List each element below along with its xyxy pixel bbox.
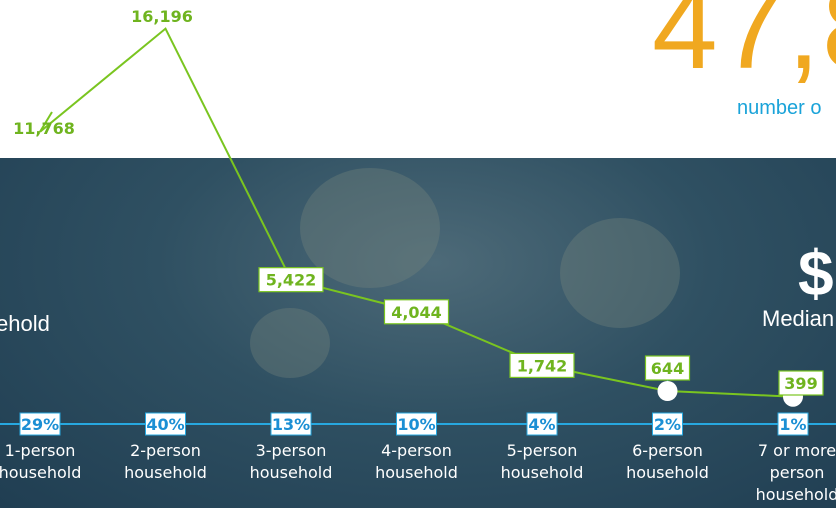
count-label-box — [258, 267, 324, 293]
count-point: 399 — [778, 370, 824, 407]
percent-point: 10% — [396, 412, 437, 436]
headline-number: 47,8 — [652, 0, 836, 94]
percent-point: 29% — [19, 412, 61, 436]
category-label: 6-person household — [626, 441, 709, 482]
percent-label-box — [652, 412, 683, 436]
count-point: 4,044 — [383, 299, 450, 325]
count-series-line — [39, 27, 794, 398]
count-label: 16,196 — [131, 7, 193, 26]
headline-caption: number o — [737, 97, 822, 119]
category-label: 7 or more person household — [756, 441, 836, 504]
count-label: 644 — [651, 359, 684, 378]
count-label-box — [644, 355, 691, 381]
percent-label: 13% — [272, 415, 310, 434]
count-marker — [657, 380, 678, 401]
count-label-box — [509, 352, 575, 379]
percent-point: 40% — [145, 412, 186, 436]
percent-point: 4% — [526, 412, 558, 436]
category-label: 4-person household — [375, 441, 458, 482]
percent-label-box — [270, 412, 312, 436]
tree-shape — [560, 218, 680, 328]
percent-label-box — [526, 412, 558, 436]
percent-label: 2% — [654, 415, 681, 434]
median-label: Median — [762, 306, 835, 331]
percent-label-box — [396, 412, 437, 436]
count-label: 1,742 — [517, 356, 568, 375]
count-point: 1,742 — [509, 352, 575, 379]
count-label: 4,044 — [391, 303, 442, 322]
category-label: 1-person household — [0, 441, 81, 482]
count-point: 644 — [644, 355, 691, 401]
count-point: 5,422 — [258, 267, 324, 293]
dollar-symbol: $ — [798, 237, 834, 309]
category-label: 5-person household — [501, 441, 584, 482]
count-label: 399 — [784, 374, 817, 393]
count-label-box — [383, 299, 450, 325]
percent-point: 1% — [777, 412, 809, 436]
tree-shape — [250, 308, 330, 378]
percent-label: 1% — [779, 415, 806, 434]
count-label-box — [778, 370, 824, 396]
category-label: 2-person household — [124, 441, 207, 482]
percent-label-box — [19, 412, 61, 436]
percent-label: 40% — [146, 415, 184, 434]
section-label: ehold — [0, 311, 50, 336]
count-point: 16,196 — [131, 7, 193, 26]
percent-label: 4% — [528, 415, 555, 434]
percent-label-box — [777, 412, 809, 436]
background-photo — [0, 158, 836, 508]
percent-point: 2% — [652, 412, 683, 436]
count-label: 5,422 — [266, 271, 317, 290]
percent-label: 29% — [21, 415, 59, 434]
percent-label: 10% — [397, 415, 435, 434]
count-point: 11,768 — [13, 119, 75, 138]
category-label: 3-person household — [250, 441, 333, 482]
count-label: 11,768 — [13, 119, 75, 138]
percent-label-box — [145, 412, 186, 436]
percent-point: 13% — [270, 412, 312, 436]
